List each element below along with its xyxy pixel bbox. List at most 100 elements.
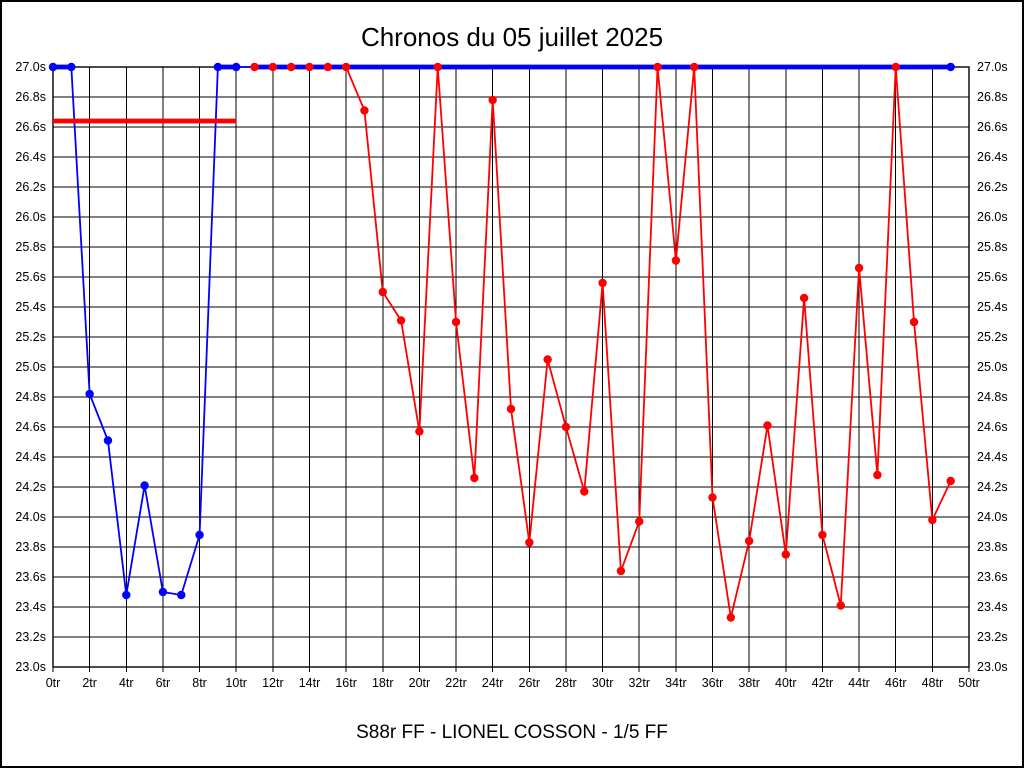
y-axis-tick-label-right: 26.8s [977,90,1008,104]
red-lap-times-marker [891,62,900,72]
y-axis-tick-label-right: 26.6s [977,120,1008,134]
red-lap-times-marker [561,422,571,432]
red-lap-times-marker [708,493,717,502]
y-axis-tick-label-right: 24.2s [977,480,1008,494]
y-axis-tick-label-right: 25.4s [977,300,1008,314]
red-lap-times-marker [396,316,406,325]
x-axis-tick-label: 36tr [702,676,724,690]
red-lap-times-marker [836,601,845,610]
x-axis-tick-label: 26tr [519,676,541,690]
y-axis-tick-label-left: 25.0s [15,360,46,374]
x-axis-tick-label: 44tr [848,676,870,690]
red-lap-times-marker [305,62,314,72]
red-lap-times-marker [616,566,626,576]
red-lap-times-marker [451,317,461,327]
y-axis-tick-label-left: 26.8s [15,90,46,104]
y-axis-tick-label-right: 25.2s [977,330,1008,344]
red-lap-times-marker [873,470,882,480]
y-axis-tick-label-right: 23.6s [977,570,1008,584]
y-axis-tick-label-left: 23.8s [15,540,46,554]
x-axis-tick-label: 30tr [592,676,614,690]
red-lap-times-marker [781,550,790,559]
x-axis-tick-label: 34tr [665,676,687,690]
red-lap-times-marker [341,62,351,72]
red-lap-times-marker [525,538,534,547]
y-axis-tick-label-right: 23.8s [977,540,1008,554]
red-lap-times-marker [378,287,387,297]
red-lap-times-marker [671,256,681,265]
y-axis-tick-label-left: 26.4s [15,150,46,164]
blue-lap-times-marker [140,481,149,490]
y-axis-tick-label-left: 25.4s [15,300,46,314]
y-axis-tick-label-left: 23.4s [15,600,46,614]
y-axis-tick-label-left: 23.0s [15,660,46,674]
y-axis-tick-label-right: 25.8s [977,240,1008,254]
red-lap-times-marker [580,487,589,496]
blue-lap-times-marker [67,62,76,72]
y-axis-tick-label-left: 23.6s [15,570,46,584]
red-lap-times-marker [286,62,296,72]
y-axis-tick-label-right: 26.2s [977,180,1008,194]
x-axis-tick-label: 10tr [225,676,247,690]
blue-lap-times-marker [177,590,186,600]
red-lap-times-marker [488,95,497,105]
y-axis-tick-label-left: 25.2s [15,330,46,344]
x-axis-tick-label: 28tr [555,676,577,690]
blue-lap-times-marker [946,62,955,72]
chart-footer: S88r FF - LIONEL COSSON - 1/5 FF [356,722,668,743]
blue-lap-times-line [53,66,951,597]
x-axis-tick-label: 2tr [82,676,97,690]
red-lap-times-marker [635,517,644,526]
red-lap-times-marker [433,62,442,72]
y-axis-tick-label-right: 23.0s [977,660,1008,674]
x-axis-tick-label: 50tr [958,676,980,690]
red-lap-times-marker [653,62,662,72]
x-axis-tick-label: 42tr [812,676,834,690]
y-axis-tick-label-left: 25.8s [15,240,46,254]
y-axis-tick-label-right: 25.6s [977,270,1008,284]
y-axis-tick-label-right: 23.2s [977,630,1008,644]
red-lap-times-marker [470,473,479,483]
red-lap-times-marker [268,62,278,72]
x-axis-tick-label: 18tr [372,676,394,690]
y-axis-tick-label-left: 27.0s [15,60,46,74]
y-axis-tick-label-left: 25.6s [15,270,46,284]
blue-lap-times-marker [158,587,168,597]
x-axis-tick-label: 24tr [482,676,504,690]
red-lap-times-marker [690,62,699,72]
y-axis-tick-label-right: 26.0s [977,210,1008,224]
blue-lap-times-marker [48,62,58,72]
blue-lap-times-marker [213,62,223,72]
red-lap-times-marker [818,530,827,540]
x-axis-tick-label: 16tr [335,676,357,690]
red-lap-times-marker [909,317,919,327]
blue-lap-times-marker [195,530,204,540]
blue-lap-times-marker [122,590,131,600]
y-axis-tick-label-left: 24.6s [15,420,46,434]
red-lap-times-marker [323,62,332,72]
x-axis-tick-label: 32tr [628,676,650,690]
x-axis-tick-label: 12tr [262,676,284,690]
y-axis-tick-label-right: 24.6s [977,420,1008,434]
y-axis-tick-label-right: 26.4s [977,150,1008,164]
y-axis-tick-label-left: 24.4s [15,450,46,464]
x-axis-tick-label: 46tr [885,676,907,690]
x-axis-tick-label: 40tr [775,676,797,690]
x-axis-tick-label: 0tr [46,676,61,690]
red-lap-times-marker [543,355,552,364]
x-axis-tick-label: 48tr [922,676,944,690]
y-axis-tick-label-left: 26.2s [15,180,46,194]
y-axis-tick-label-right: 25.0s [977,360,1008,374]
red-lap-times-marker [928,515,937,525]
y-axis-tick-label-left: 26.0s [15,210,46,224]
x-axis-tick-label: 38tr [738,676,760,690]
blue-lap-times-marker [232,62,241,72]
y-axis-tick-label-left: 24.2s [15,480,46,494]
y-axis-tick-label-right: 27.0s [977,60,1008,74]
y-axis-tick-label-right: 23.4s [977,600,1008,614]
red-lap-times-marker [506,404,516,414]
y-axis-tick-label-left: 24.0s [15,510,46,524]
red-lap-times-marker [854,263,864,273]
red-lap-times-marker [799,293,809,303]
